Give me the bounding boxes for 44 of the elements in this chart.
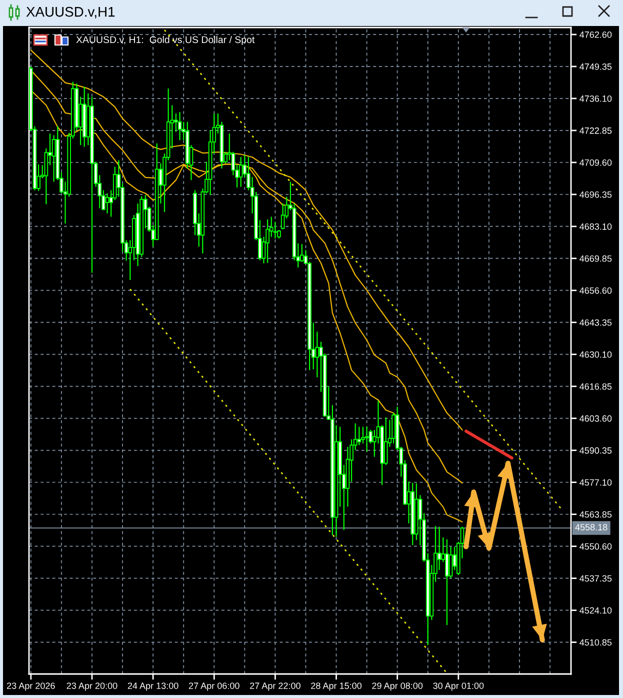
y-tick-label: 4722.85	[580, 127, 612, 134]
x-tick-label: 29 Apr 08:00	[372, 682, 423, 691]
y-tick-label: 4590.35	[580, 447, 612, 454]
x-tick-label: 23 Apr 2026	[7, 682, 55, 691]
ref-line-label: 4558.18	[575, 524, 608, 530]
candlestick	[178, 111, 182, 141]
x-tick-label: 23 Apr 20:00	[66, 682, 118, 691]
y-tick-label: 4749.35	[580, 63, 612, 70]
y-tick-label: 4510.85	[580, 639, 612, 646]
x-tick-label: 30 Apr 01:00	[433, 682, 484, 691]
y-tick-label: 4616.85	[580, 383, 612, 390]
y-tick-label: 4696.35	[580, 191, 612, 198]
y-tick-label: 4603.60	[580, 415, 612, 422]
y-tick-label: 4762.60	[580, 31, 612, 38]
y-tick-label: 4669.85	[580, 255, 612, 262]
y-tick-label: 4537.35	[580, 575, 612, 582]
x-tick-label: 28 Apr 15:00	[311, 682, 362, 691]
y-tick-label: 4656.60	[580, 287, 612, 294]
y-tick-label: 4643.35	[580, 319, 612, 326]
y-tick-label: 4736.10	[580, 95, 612, 102]
y-tick-label: 4683.10	[580, 223, 612, 230]
y-tick-label: 4550.60	[580, 543, 612, 550]
y-tick-label: 4524.10	[580, 607, 612, 614]
x-tick-label: 27 Apr 06:00	[188, 682, 240, 691]
candlestick	[445, 538, 449, 626]
candlestick	[448, 546, 453, 579]
candlestick	[105, 192, 110, 214]
y-tick-label: 4709.60	[580, 159, 612, 166]
line-series	[30, 50, 463, 430]
x-tick-label: 24 Apr 13:00	[128, 682, 178, 691]
candlestick	[266, 218, 270, 264]
candlestick	[238, 156, 243, 188]
x-tick-label: 27 Apr 22:00	[250, 682, 300, 691]
candlestick	[364, 426, 369, 452]
candlestick	[384, 416, 388, 466]
y-tick-label: 4563.85	[580, 511, 612, 518]
y-tick-label: 4577.10	[580, 479, 612, 486]
candlestick	[273, 221, 278, 240]
text: XAUUSD.v, H1: Gold vs US Dollar / Spot	[76, 36, 255, 46]
candlestick	[437, 526, 442, 571]
candlestick	[52, 134, 56, 182]
chart-title: XAUUSD.v,H1	[26, 6, 115, 18]
y-tick-label: 4630.10	[580, 351, 612, 358]
candlestick	[357, 426, 362, 446]
